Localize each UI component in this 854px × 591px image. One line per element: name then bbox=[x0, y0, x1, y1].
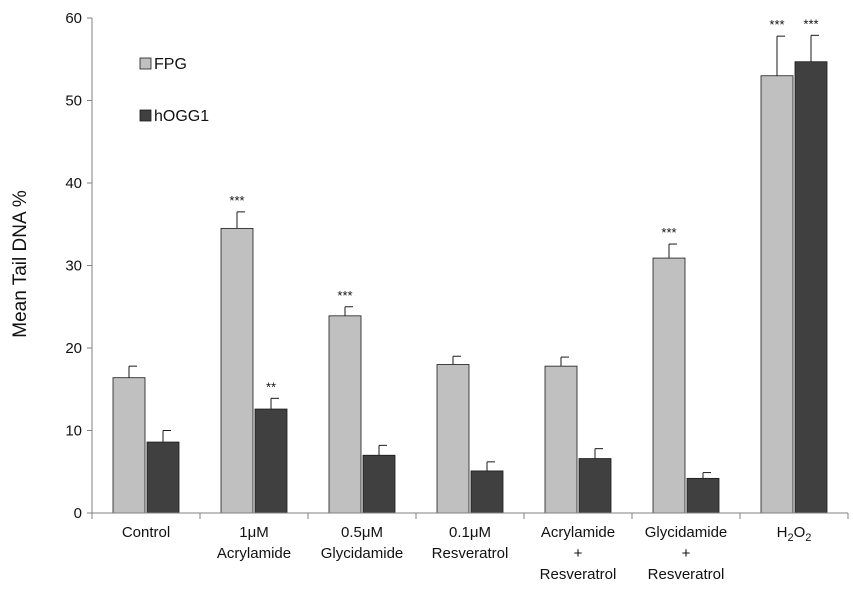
significance-fpg-6: *** bbox=[769, 17, 784, 32]
significance-fpg-1: *** bbox=[229, 193, 244, 208]
category-label-3-line-1: Resveratrol bbox=[432, 545, 509, 562]
bar-hogg1-3 bbox=[471, 471, 503, 513]
bar-fpg-2 bbox=[329, 316, 361, 513]
category-label-1-line-1: Acrylamide bbox=[217, 545, 291, 562]
bar-hogg1-1 bbox=[255, 409, 287, 513]
legend-swatch-fpg bbox=[140, 58, 151, 69]
significance-fpg-2: *** bbox=[337, 288, 352, 303]
bar-fpg-1 bbox=[221, 228, 253, 513]
y-tick-label: 40 bbox=[65, 175, 82, 192]
significance-hogg1-6: *** bbox=[803, 16, 818, 31]
bar-hogg1-6 bbox=[795, 62, 827, 513]
bar-hogg1-5 bbox=[687, 478, 719, 513]
significance-labels: ***************** bbox=[229, 16, 818, 394]
significance-hogg1-1: ** bbox=[266, 379, 276, 394]
bar-hogg1-0 bbox=[147, 442, 179, 513]
category-label-2-line-1: Glycidamide bbox=[321, 545, 404, 562]
category-label-3-line-0: 0.1μM bbox=[449, 524, 491, 541]
legend-label-fpg: FPG bbox=[154, 56, 187, 73]
h2o2-sub-2b: 2 bbox=[805, 532, 811, 544]
category-label-4-line-0: Acrylamide bbox=[541, 524, 615, 541]
category-label-1-line-0: 1μM bbox=[239, 524, 268, 541]
bars bbox=[113, 62, 827, 513]
y-tick-label: 30 bbox=[65, 258, 82, 275]
h2o2-h: H bbox=[777, 524, 788, 541]
category-label-5-line-0: Glycidamide bbox=[645, 524, 728, 541]
y-tick-label: 60 bbox=[65, 10, 82, 27]
h2o2-o: O bbox=[794, 524, 806, 541]
y-tick-label: 0 bbox=[74, 505, 82, 522]
bar-fpg-4 bbox=[545, 366, 577, 513]
category-label-4-line-1: + bbox=[574, 545, 583, 562]
bar-hogg1-2 bbox=[363, 455, 395, 513]
y-tick-label: 50 bbox=[65, 93, 82, 110]
y-axis-ticks: 0 10 20 30 40 50 60 bbox=[65, 10, 92, 522]
legend-swatch-hogg1 bbox=[140, 110, 151, 121]
bar-fpg-0 bbox=[113, 378, 145, 513]
category-label-2-line-0: 0.5μM bbox=[341, 524, 383, 541]
bar-fpg-5 bbox=[653, 258, 685, 513]
category-label-5-line-2: Resveratrol bbox=[648, 566, 725, 583]
category-label-5-line-1: + bbox=[682, 545, 691, 562]
category-labels: Control 1μM Acrylamide 0.5μM Glycidamide 0.1μ… bbox=[122, 524, 812, 583]
category-label-4-line-2: Resveratrol bbox=[540, 566, 617, 583]
y-tick-label: 10 bbox=[65, 423, 82, 440]
bar-hogg1-4 bbox=[579, 459, 611, 513]
legend: FPG hOGG1 bbox=[140, 56, 209, 125]
significance-fpg-5: *** bbox=[661, 225, 676, 240]
bar-fpg-3 bbox=[437, 365, 469, 514]
category-label-0-line-0: Control bbox=[122, 524, 170, 541]
y-tick-label: 20 bbox=[65, 340, 82, 357]
legend-label-hogg1: hOGG1 bbox=[154, 108, 209, 125]
category-label-6-line-0: H2O2 bbox=[777, 524, 812, 544]
y-axis-title: Mean Tail DNA % bbox=[10, 190, 31, 338]
bar-fpg-6 bbox=[761, 76, 793, 513]
axes bbox=[92, 18, 848, 519]
